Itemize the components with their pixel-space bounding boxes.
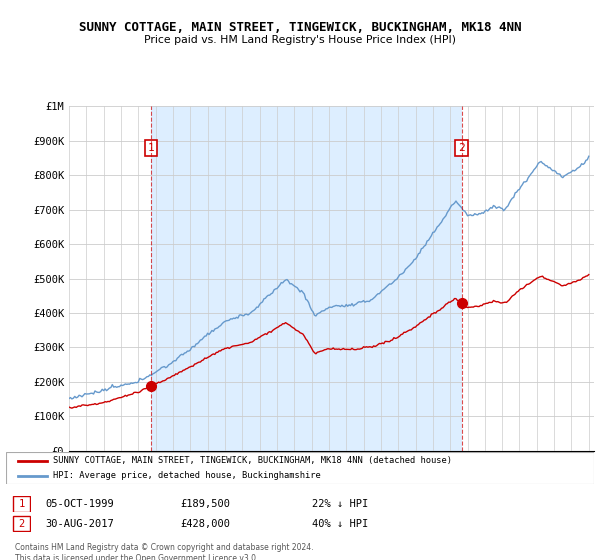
Text: £428,000: £428,000 [180,519,230,529]
Text: Price paid vs. HM Land Registry's House Price Index (HPI): Price paid vs. HM Land Registry's House … [144,35,456,45]
Text: SUNNY COTTAGE, MAIN STREET, TINGEWICK, BUCKINGHAM, MK18 4NN (detached house): SUNNY COTTAGE, MAIN STREET, TINGEWICK, B… [53,456,452,465]
Text: 40% ↓ HPI: 40% ↓ HPI [312,519,368,529]
Bar [151,106,461,451]
Text: 2: 2 [19,519,25,529]
Text: HPI: Average price, detached house, Buckinghamshire: HPI: Average price, detached house, Buck… [53,471,321,480]
Text: £189,500: £189,500 [180,499,230,509]
Text: 2: 2 [458,143,465,153]
Text: SUNNY COTTAGE, MAIN STREET, TINGEWICK, BUCKINGHAM, MK18 4NN: SUNNY COTTAGE, MAIN STREET, TINGEWICK, B… [79,21,521,34]
Text: 05-OCT-1999: 05-OCT-1999 [45,499,114,509]
Text: 22% ↓ HPI: 22% ↓ HPI [312,499,368,509]
Text: 1: 1 [19,499,25,509]
Text: Contains HM Land Registry data © Crown copyright and database right 2024.
This d: Contains HM Land Registry data © Crown c… [15,543,314,560]
Text: 30-AUG-2017: 30-AUG-2017 [45,519,114,529]
Text: 1: 1 [148,143,155,153]
